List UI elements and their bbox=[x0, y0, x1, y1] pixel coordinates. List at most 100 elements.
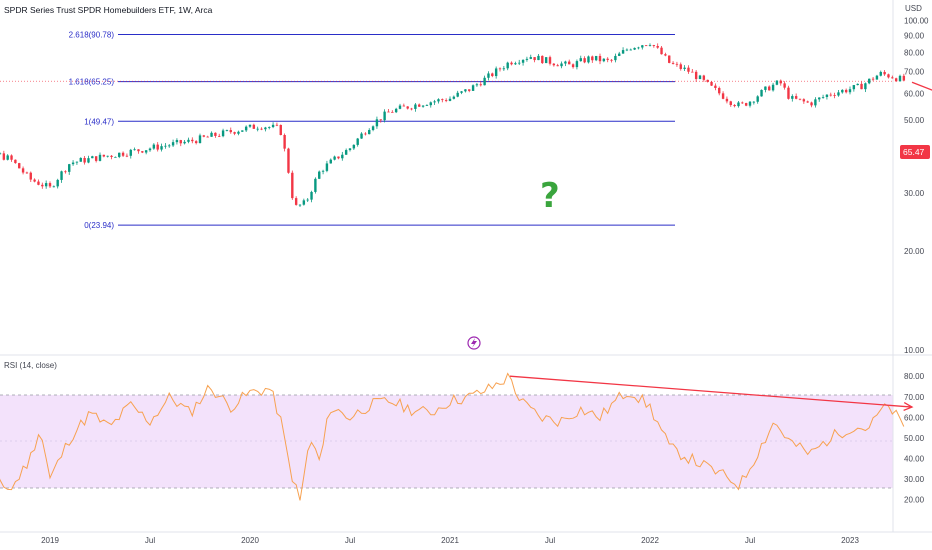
candle-body bbox=[864, 83, 867, 90]
candle-body bbox=[314, 178, 317, 192]
candle-body bbox=[144, 150, 148, 153]
candle-body bbox=[860, 83, 863, 90]
candle-body bbox=[541, 55, 544, 64]
candle-body bbox=[883, 71, 886, 75]
candle-body bbox=[229, 130, 232, 133]
candle-body bbox=[725, 98, 729, 102]
candle-body bbox=[721, 93, 725, 99]
rsi-arrow[interactable] bbox=[509, 375, 913, 408]
candle-body bbox=[479, 84, 482, 86]
candle-body bbox=[598, 55, 602, 62]
candle-body bbox=[48, 183, 52, 187]
candle-body bbox=[683, 67, 686, 69]
fib-label-3: 0(23.94) bbox=[84, 221, 114, 230]
candle-body bbox=[10, 155, 13, 160]
candle-body bbox=[310, 191, 313, 200]
candle-body bbox=[771, 84, 775, 91]
candle-body bbox=[202, 135, 206, 137]
time-axis[interactable]: 2019Jul2020Jul2021Jul2022Jul2023Jul2024J… bbox=[41, 536, 932, 545]
candle-body bbox=[714, 85, 717, 88]
candle-body bbox=[879, 71, 882, 76]
candle-body bbox=[691, 71, 694, 73]
candle-body bbox=[387, 111, 390, 113]
candle-body bbox=[891, 77, 894, 79]
candle-body bbox=[764, 86, 767, 90]
candle-body bbox=[44, 183, 48, 187]
candle-body bbox=[841, 89, 844, 93]
fibonacci-levels[interactable]: 2.618(90.78) 1.618(65.25) 1(49.47) 0(23.94) bbox=[0, 30, 893, 230]
candle-body bbox=[241, 130, 244, 132]
candle-body bbox=[283, 134, 286, 149]
candle-body bbox=[133, 149, 136, 151]
candle-body bbox=[429, 102, 432, 106]
last-price-badge bbox=[900, 145, 930, 159]
candle-body bbox=[529, 57, 532, 59]
candle-body bbox=[460, 91, 463, 93]
candle-body bbox=[571, 64, 575, 68]
candle-body bbox=[602, 58, 606, 62]
candle-body bbox=[756, 96, 759, 102]
candle-body bbox=[510, 62, 513, 65]
bolt-icon[interactable] bbox=[467, 336, 481, 350]
candle-body bbox=[837, 92, 840, 96]
chart-title: SPDR Series Trust SPDR Homebuilders ETF,… bbox=[4, 5, 213, 15]
candle-body bbox=[737, 102, 740, 107]
candle-body bbox=[729, 101, 732, 106]
candle-body bbox=[898, 75, 902, 82]
candle-body bbox=[221, 130, 225, 137]
candle-body bbox=[102, 154, 106, 157]
candle-body bbox=[368, 130, 371, 135]
candle-body bbox=[744, 103, 748, 106]
candle-body bbox=[206, 136, 209, 138]
candle-body bbox=[810, 102, 813, 106]
candle-body bbox=[337, 156, 340, 159]
candle-body bbox=[760, 89, 763, 97]
candle-body bbox=[471, 85, 475, 91]
candle-body bbox=[360, 133, 363, 139]
candle-body bbox=[268, 127, 271, 128]
price-tick-label: 100.00 bbox=[904, 17, 929, 26]
candle-body bbox=[802, 99, 806, 102]
candle-body bbox=[64, 171, 67, 173]
candle-body bbox=[783, 83, 786, 88]
candle-body bbox=[448, 98, 452, 101]
candle-body bbox=[629, 49, 632, 51]
candle-body bbox=[452, 96, 456, 99]
candle-body bbox=[544, 57, 548, 64]
candle-body bbox=[610, 59, 613, 61]
candle-body bbox=[733, 105, 736, 107]
rsi-label: RSI (14, close) bbox=[4, 361, 57, 370]
candle-body bbox=[560, 63, 563, 67]
candle-body bbox=[410, 108, 413, 110]
candle-body bbox=[218, 135, 221, 137]
candle-body bbox=[671, 62, 675, 64]
candle-body bbox=[594, 55, 598, 61]
rsi-axis[interactable]: 20.00 30.00 40.00 50.00 60.00 70.00 80.00 bbox=[904, 372, 925, 505]
price-arrow[interactable] bbox=[911, 81, 932, 109]
candle-body bbox=[821, 96, 825, 98]
candle-body bbox=[548, 57, 552, 64]
time-tick-label: Jul bbox=[745, 536, 755, 545]
candle-body bbox=[856, 83, 859, 86]
candle-body bbox=[468, 89, 471, 91]
candle-body bbox=[325, 163, 329, 171]
candle-body bbox=[137, 149, 140, 152]
candle-body bbox=[587, 56, 590, 63]
candle-body bbox=[606, 58, 609, 60]
candle-body bbox=[556, 65, 559, 67]
candle-body bbox=[375, 119, 379, 127]
candle-body bbox=[21, 168, 25, 173]
candle-body bbox=[518, 62, 521, 64]
candle-body bbox=[356, 138, 359, 145]
candle-body bbox=[794, 96, 798, 99]
candle-body bbox=[818, 97, 821, 100]
candle-body bbox=[306, 199, 309, 201]
candle-body bbox=[710, 81, 713, 86]
candle-body bbox=[533, 57, 536, 61]
candle-body bbox=[894, 78, 898, 82]
price-axis[interactable]: 10.0020.0030.0040.0050.0060.0070.0080.00… bbox=[904, 17, 929, 355]
time-tick-label: Jul bbox=[545, 536, 555, 545]
annotations[interactable] bbox=[509, 81, 932, 411]
candle-body bbox=[352, 144, 356, 149]
